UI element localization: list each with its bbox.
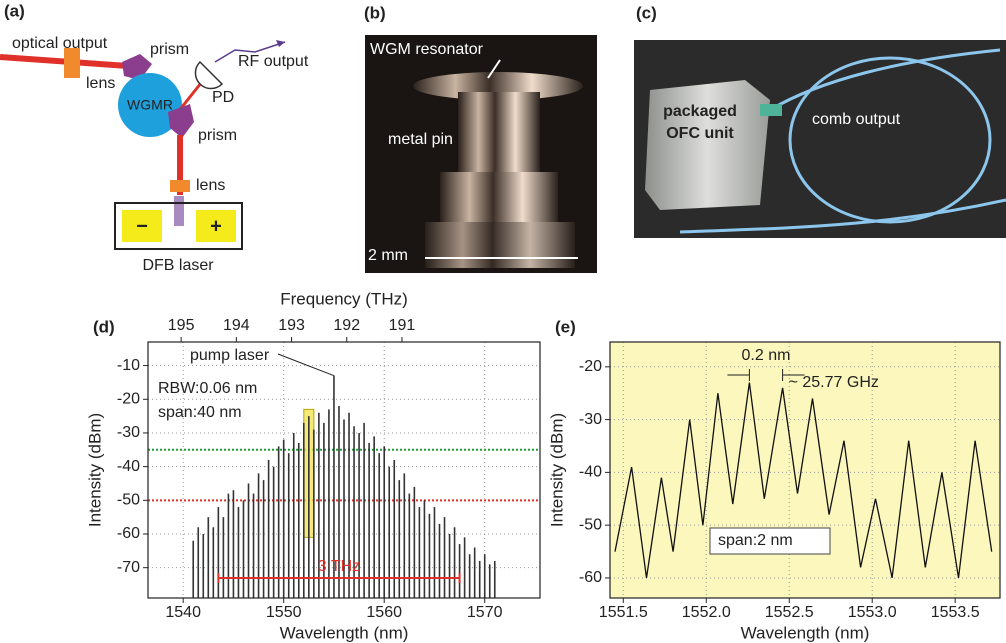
- panel-label: (a): [4, 1, 25, 20]
- x-tick-label: 1570: [467, 604, 503, 621]
- label: 2 mm: [368, 247, 408, 264]
- x2-tick-label: 193: [278, 317, 305, 334]
- y-tick-label: -10: [117, 357, 140, 374]
- panel-a: (a) optical output lens prism WGMR RF ou…: [0, 1, 309, 274]
- rf-line: [214, 41, 286, 63]
- label: comb output: [812, 111, 901, 128]
- plot-frame: [609, 341, 1001, 599]
- connector: [760, 104, 782, 116]
- label: PD: [212, 89, 234, 106]
- fiber: [788, 56, 992, 224]
- fiber: [679, 198, 1006, 234]
- y-axis-label: Intensity (dBm): [547, 413, 566, 527]
- plot-frame: [147, 341, 541, 599]
- panel-label: (c): [636, 3, 657, 22]
- x-tick-label: 1552.0: [682, 604, 731, 621]
- label: prism: [150, 41, 189, 58]
- x-axis-label: Wavelength (nm): [280, 623, 409, 642]
- prism: [168, 104, 194, 138]
- annotation-box: [709, 527, 831, 555]
- resonator: [413, 72, 583, 100]
- label: optical output: [12, 35, 108, 52]
- y-tick-label: -30: [117, 424, 140, 441]
- y-tick-label: -70: [117, 559, 140, 576]
- y-tick-label: -50: [117, 492, 140, 509]
- label: OFC unit: [666, 125, 734, 142]
- lens: [170, 180, 190, 192]
- x2-tick-label: 191: [389, 317, 416, 334]
- y-tick-label: -20: [579, 358, 602, 375]
- label: metal pin: [388, 131, 453, 148]
- label: WGMR: [127, 97, 173, 113]
- bracket-label: 3 THz: [318, 558, 360, 575]
- panel-label: (b): [364, 3, 386, 22]
- y-tick-label: -40: [117, 458, 140, 475]
- y-tick-label: -50: [579, 516, 602, 533]
- pin: [458, 92, 540, 172]
- panel-label: (e): [555, 317, 576, 336]
- x-tick-label: 1540: [165, 604, 201, 621]
- y-tick-label: -60: [117, 525, 140, 542]
- pin: [425, 222, 575, 268]
- laser-box: [114, 202, 243, 250]
- annotation: span:40 nm: [158, 404, 242, 421]
- y-tick-label: -40: [579, 464, 602, 481]
- pin: [440, 172, 558, 222]
- plot-background: [610, 342, 1000, 598]
- annotation-arrow: [277, 353, 335, 377]
- laser-chip: [174, 196, 184, 226]
- arrow-head: [276, 40, 285, 47]
- label: lens: [86, 75, 115, 92]
- spectrum-line: [614, 382, 993, 579]
- panel-b: (b) WGM resonator metal pin 2 mm: [364, 3, 597, 273]
- label: +: [210, 215, 222, 237]
- x-tick-label: 1553.5: [931, 604, 980, 621]
- electrode: [122, 210, 162, 242]
- label: WGM resonator: [370, 41, 484, 58]
- x2-tick-label: 192: [333, 317, 360, 334]
- x2-axis-label: Frequency (THz): [280, 289, 408, 308]
- x-tick-label: 1560: [366, 604, 402, 621]
- annotation: RBW:0.06 nm: [158, 380, 257, 397]
- annotation: pump laser: [190, 347, 270, 364]
- y-tick-label: -30: [579, 411, 602, 428]
- panel-c: (c) packaged OFC unit comb output: [634, 3, 1006, 238]
- y-axis-label: Intensity (dBm): [85, 413, 104, 527]
- lens: [64, 48, 80, 78]
- label: packaged: [663, 103, 737, 120]
- y-tick-label: -20: [117, 390, 140, 407]
- arrow: [487, 59, 501, 79]
- x-tick-label: 1552.5: [765, 604, 814, 621]
- x2-tick-label: 194: [223, 317, 250, 334]
- x2-tick-label: 195: [168, 317, 195, 334]
- label: DFB laser: [142, 257, 214, 274]
- x-tick-label: 1553.0: [848, 604, 897, 621]
- annotation: ~ 25.77 GHz: [789, 374, 879, 391]
- annotation: 0.2 nm: [742, 347, 791, 364]
- label: lens: [196, 177, 225, 194]
- wgmr: [118, 73, 182, 137]
- photodiode: [194, 60, 224, 90]
- y-tick-label: -60: [579, 569, 602, 586]
- fiber: [769, 48, 1001, 112]
- panel-label: (d): [93, 317, 115, 336]
- label: prism: [198, 127, 237, 144]
- label: RF output: [238, 53, 309, 70]
- annotation: span:2 nm: [718, 532, 793, 549]
- label: −: [136, 215, 148, 237]
- electrode: [196, 210, 236, 242]
- ofc-box: [645, 80, 770, 210]
- x-tick-label: 1550: [266, 604, 302, 621]
- x-axis-label: Wavelength (nm): [741, 623, 870, 642]
- x-tick-label: 1551.5: [599, 604, 648, 621]
